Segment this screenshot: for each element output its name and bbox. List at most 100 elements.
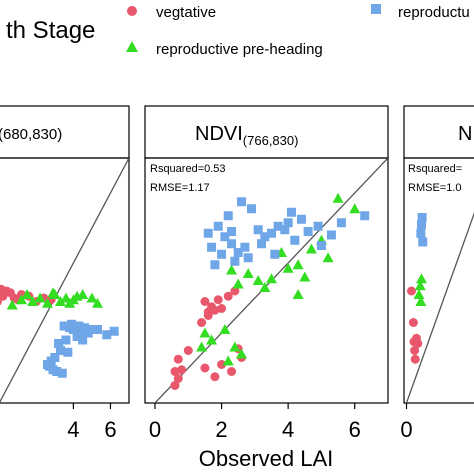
- point-reproductive: [80, 323, 90, 333]
- panel-1-one-to-one-line: [0, 158, 129, 403]
- point-pre-heading: [206, 334, 218, 345]
- one-to-one-line: [0, 158, 129, 403]
- point-reproductive: [313, 221, 323, 231]
- point-pre-heading: [322, 252, 334, 263]
- panel-2-rsquared: Rsquared=0.53: [150, 163, 226, 175]
- point-reproductive: [417, 213, 427, 222]
- point-vegetative: [410, 346, 420, 355]
- point-pre-heading: [252, 275, 264, 285]
- point-pre-heading: [292, 259, 304, 270]
- point-reproductive: [273, 221, 283, 231]
- point-pre-heading: [41, 297, 53, 308]
- point-pre-heading: [236, 348, 248, 359]
- point-reproductive: [54, 339, 64, 348]
- point-pre-heading: [259, 282, 271, 292]
- point-pre-heading: [413, 289, 425, 299]
- point-vegetative: [210, 372, 220, 382]
- point-reproductive: [76, 330, 86, 340]
- x-tick-label: 6: [349, 417, 361, 442]
- point-reproductive: [67, 319, 77, 329]
- panel-3-rmse: RMSE=1.0: [408, 182, 462, 194]
- point-reproductive: [59, 321, 69, 331]
- point-reproductive: [233, 248, 243, 257]
- legend-marker-reproductive: [371, 4, 381, 14]
- point-pre-heading: [349, 203, 361, 214]
- legend-marker-vegetative: [127, 6, 137, 16]
- point-pre-heading: [34, 292, 46, 303]
- point-reproductive: [63, 347, 73, 357]
- point-vegetative: [408, 318, 418, 327]
- point-pre-heading: [226, 264, 238, 275]
- panel-3-rsquared: Rsquared=: [408, 163, 462, 175]
- point-reproductive: [266, 228, 276, 238]
- point-reproductive: [253, 225, 263, 235]
- x-tick-label: 0: [400, 417, 412, 442]
- point-reproductive: [61, 335, 71, 345]
- panel-1-plot-area: [0, 157, 130, 404]
- point-pre-heading: [414, 280, 426, 291]
- point-vegetative: [410, 354, 420, 364]
- point-pre-heading: [292, 289, 304, 299]
- point-reproductive: [42, 360, 52, 369]
- point-reproductive: [360, 211, 370, 221]
- point-reproductive: [290, 235, 300, 245]
- point-reproductive: [210, 260, 220, 270]
- point-vegetative: [170, 381, 180, 390]
- point-pre-heading: [222, 355, 234, 366]
- point-vegetative: [223, 291, 233, 301]
- point-reproductive: [78, 335, 88, 345]
- point-pre-heading: [64, 297, 76, 308]
- point-pre-heading: [196, 341, 208, 352]
- point-pre-heading: [232, 278, 244, 289]
- point-reproductive: [286, 207, 296, 217]
- panel-1-strip: [0, 105, 130, 159]
- point-pre-heading: [21, 289, 33, 299]
- point-vegetative: [227, 367, 237, 376]
- point-vegetative: [413, 339, 423, 348]
- point-reproductive: [92, 325, 102, 334]
- point-vegetative: [213, 295, 223, 305]
- point-pre-heading: [16, 294, 28, 305]
- point-vegetative: [230, 286, 240, 296]
- point-pre-heading: [199, 327, 211, 338]
- one-to-one-line: [405, 212, 474, 403]
- point-reproductive: [207, 242, 217, 252]
- point-vegetative: [173, 374, 183, 383]
- legend-label-reproductive: reproductu: [398, 4, 470, 21]
- legend-marker-pre-heading: [126, 41, 138, 52]
- x-axis-label: Observed LAI: [199, 446, 334, 471]
- point-reproductive: [417, 220, 426, 229]
- panel-2-title: NDVI(766,830): [195, 123, 298, 148]
- point-pre-heading: [219, 324, 231, 334]
- point-reproductive: [223, 211, 233, 221]
- point-reproductive: [203, 228, 213, 238]
- point-pre-heading: [332, 192, 344, 203]
- point-reproductive: [55, 346, 65, 355]
- point-reproductive: [237, 197, 247, 207]
- point-pre-heading: [282, 262, 294, 273]
- point-pre-heading: [229, 341, 241, 352]
- point-pre-heading: [6, 299, 18, 310]
- panel-1-points: [0, 284, 119, 378]
- x-tick-label: 6: [104, 417, 116, 442]
- panel-2-x-axis: 0 2 4 6: [149, 403, 361, 442]
- point-reproductive: [52, 367, 62, 376]
- point-reproductive: [213, 221, 223, 231]
- legend: th Stage vegtative reproductive pre-head…: [6, 4, 470, 58]
- point-vegetative: [407, 286, 416, 296]
- point-reproductive: [217, 249, 227, 259]
- point-reproductive: [418, 237, 428, 247]
- point-vegetative: [177, 365, 187, 375]
- point-reproductive: [243, 253, 253, 263]
- point-vegetative: [173, 354, 183, 364]
- point-pre-heading: [71, 290, 83, 301]
- point-reproductive: [247, 204, 257, 214]
- point-pre-heading: [265, 273, 277, 284]
- point-reproductive: [68, 325, 78, 334]
- point-pre-heading: [415, 296, 427, 306]
- point-reproductive: [336, 218, 346, 228]
- point-reproductive: [296, 214, 306, 224]
- legend-title: th Stage: [6, 17, 95, 44]
- panel-2: NDVI(766,830) Rsquared=0.53 RMSE=1.17 0 2…: [144, 105, 389, 471]
